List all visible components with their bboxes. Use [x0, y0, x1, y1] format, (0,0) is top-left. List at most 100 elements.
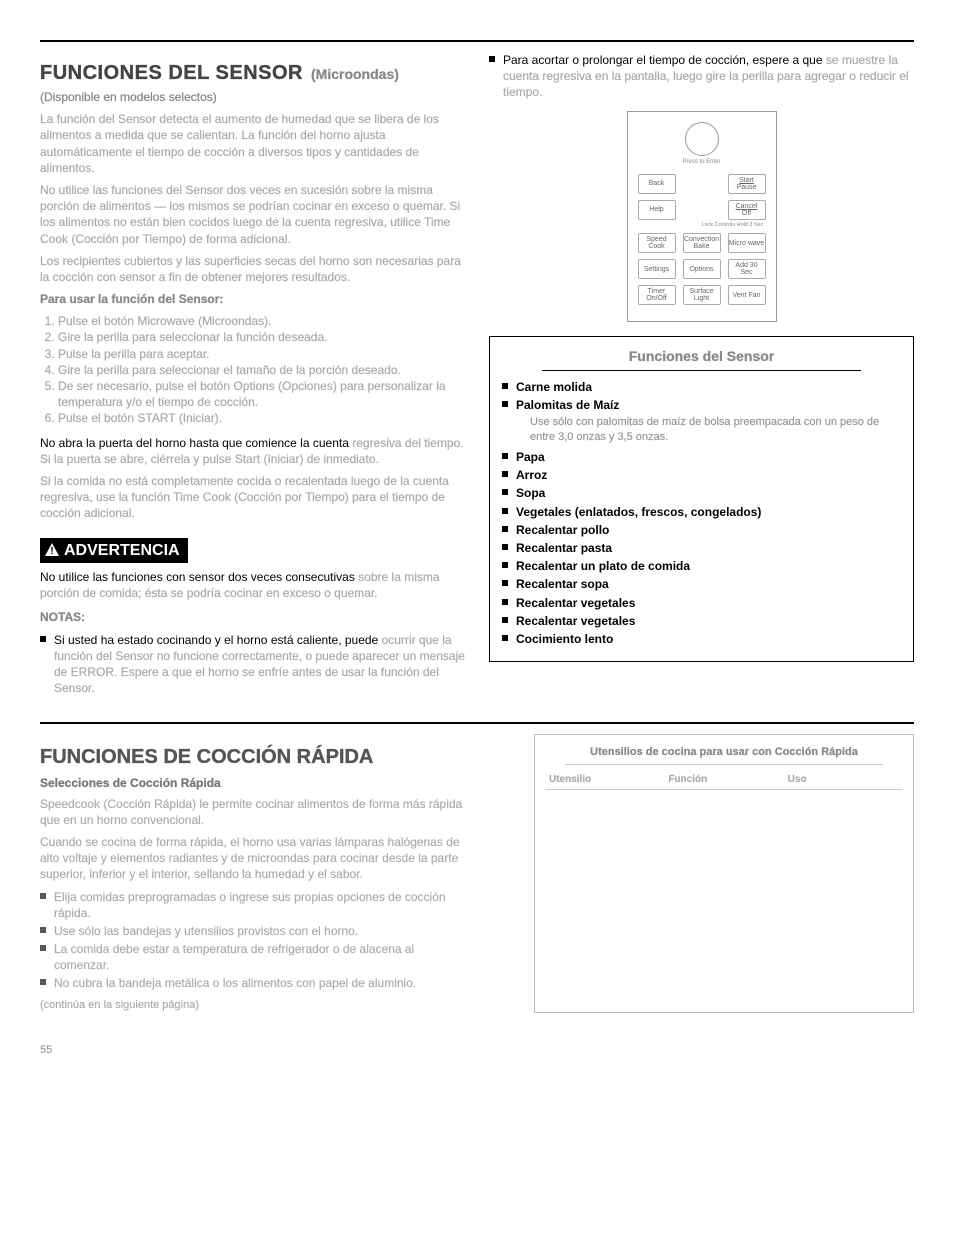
spacer — [683, 200, 721, 220]
sensor-item: Recalentar sopa — [502, 576, 901, 592]
cancel-off-button[interactable]: CancelOff — [728, 200, 766, 220]
notes-title: NOTAS: — [40, 609, 465, 625]
step: Gire la perilla para seleccionar la func… — [58, 329, 465, 345]
td — [784, 790, 903, 808]
sensor-item: Arroz — [502, 467, 901, 483]
control-panel: Press to Enter Back StartPause Help Canc… — [627, 111, 777, 323]
sensor-item: Cocimiento lento — [502, 631, 901, 647]
popcorn-note: Use sólo con palomitas de maíz de bolsa … — [530, 415, 901, 445]
page-number: 55 — [40, 1043, 914, 1058]
dial-wrap: Press to Enter — [638, 122, 766, 166]
panel-row-1: Back StartPause — [638, 174, 766, 194]
sc-p2: Cuando se cocina de forma rápida, el hor… — [40, 834, 465, 883]
right-bullet: Para acortar o prolongar el tiempo de co… — [489, 52, 914, 101]
section-sensor: FUNCIONES DEL SENSOR (Microondas) (Dispo… — [40, 52, 914, 698]
p4: No abra la puerta del horno hasta que co… — [40, 435, 465, 467]
sec2-title: FUNCIONES DE COCCIÓN RÁPIDA — [40, 744, 465, 771]
note-item: Si usted ha estado cocinando y el horno … — [40, 632, 465, 697]
help-button[interactable]: Help — [638, 200, 676, 220]
step: Gire la perilla para seleccionar el tama… — [58, 362, 465, 378]
section-speedcook: FUNCIONES DE COCCIÓN RÁPIDA Selecciones … — [40, 734, 914, 1012]
p4-lead: No abra la puerta del horno hasta que co… — [40, 436, 349, 450]
control-panel-wrap: Press to Enter Back StartPause Help Canc… — [489, 111, 914, 323]
step: Pulse la perilla para aceptar. — [58, 346, 465, 362]
notes-list: Si usted ha estado cocinando y el horno … — [40, 632, 465, 697]
rb-lead: Para acortar o prolongar el tiempo de co… — [503, 53, 823, 67]
spacer — [683, 174, 721, 194]
options-button[interactable]: Options — [683, 259, 721, 279]
speedcook-right: Utensilios de cocina para usar con Cocci… — [489, 734, 914, 1012]
warn-lead: No utilice las funciones con sensor dos … — [40, 570, 355, 584]
steps-list: Pulse el botón Microwave (Microondas). G… — [40, 313, 465, 426]
sensor-p3: Los recipientes cubiertos y las superfic… — [40, 253, 465, 285]
td — [545, 790, 664, 808]
speedcook-left: FUNCIONES DE COCCIÓN RÁPIDA Selecciones … — [40, 734, 465, 1012]
start-pause-button[interactable]: StartPause — [728, 174, 766, 194]
th-use: Uso — [784, 771, 903, 790]
steps-title: Para usar la función del Sensor: — [40, 291, 465, 307]
surfacelight-button[interactable]: Surface Light — [683, 285, 721, 305]
warning-text: No utilice las funciones con sensor dos … — [40, 569, 465, 601]
sc-bullet: La comida debe estar a temperatura de re… — [40, 941, 465, 973]
td — [545, 807, 664, 825]
sensor-item: Recalentar pasta — [502, 540, 901, 556]
panel-row-3: Speed Cook Convection Bake Micro wave — [638, 233, 766, 253]
panel-row-4: Settings Options Add 30 Sec — [638, 259, 766, 279]
continued-note: (continúa en la siguiente página) — [40, 998, 465, 1013]
sensor-item: Carne molida — [502, 379, 901, 395]
sensor-item: Vegetales (enlatados, frescos, congelado… — [502, 504, 901, 520]
avail-note: (Disponible en modelos selectos) — [40, 89, 465, 105]
speedcook-button[interactable]: Speed Cook — [638, 233, 676, 253]
sensor-p1: La función del Sensor detecta el aumento… — [40, 111, 465, 176]
sensor-item: Recalentar vegetales — [502, 595, 901, 611]
sensor-item: Recalentar un plato de comida — [502, 558, 901, 574]
sensor-item: Recalentar pollo — [502, 522, 901, 538]
td — [664, 790, 783, 808]
cookware-title: Utensilios de cocina para usar con Cocci… — [545, 745, 903, 760]
convbake-button[interactable]: Convection Bake — [683, 233, 721, 253]
step: Pulse el botón START (Iniciar). — [58, 410, 465, 426]
lock-label: Lock Controls Hold 3 Sec — [638, 222, 766, 229]
timer-button[interactable]: Timer On/Off — [638, 285, 676, 305]
microwave-button[interactable]: Micro wave — [728, 233, 766, 253]
sec2-heading: Selecciones de Cocción Rápida — [40, 775, 465, 791]
sc-bullet: Use sólo las bandejas y utensilios provi… — [40, 923, 465, 939]
cookware-table: Utensilio Función Uso — [545, 771, 903, 825]
sensor-p2: No utilice las funciones del Sensor dos … — [40, 182, 465, 247]
add30-button[interactable]: Add 30 Sec — [728, 259, 766, 279]
sc-bullet: Elija comidas preprogramadas o ingrese s… — [40, 889, 465, 921]
svg-text:!: ! — [50, 546, 53, 557]
sc-p1: Speedcook (Cocción Rápida) le permite co… — [40, 796, 465, 828]
left-column: FUNCIONES DEL SENSOR (Microondas) (Dispo… — [40, 52, 465, 698]
sensor-item: Recalentar vegetales — [502, 613, 901, 629]
right-top-bullets: Para acortar o prolongar el tiempo de co… — [489, 52, 914, 101]
sensor-item: Sopa — [502, 485, 901, 501]
step: Pulse el botón Microwave (Microondas). — [58, 313, 465, 329]
sensor-box-title: Funciones del Sensor — [502, 347, 901, 366]
panel-row-2: Help CancelOff — [638, 200, 766, 220]
warning-label: ADVERTENCIA — [64, 540, 180, 562]
sensor-items: Carne molida Palomitas de Maíz Use sólo … — [502, 379, 901, 647]
ventfan-button[interactable]: Vent Fan — [728, 285, 766, 305]
step: De ser necesario, pulse el botón Options… — [58, 378, 465, 410]
sensor-box: Funciones del Sensor Carne molida Palomi… — [489, 336, 914, 662]
th-function: Función — [664, 771, 783, 790]
cookware-box: Utensilios de cocina para usar con Cocci… — [534, 734, 914, 1012]
td — [664, 807, 783, 825]
panel-row-5: Timer On/Off Surface Light Vent Fan — [638, 285, 766, 305]
mid-rule — [40, 722, 914, 724]
warning-banner: ! ADVERTENCIA — [40, 538, 188, 564]
sc-bullet: No cubra la bandeja metálica o los alime… — [40, 975, 465, 991]
section-title: FUNCIONES DEL SENSOR — [40, 60, 303, 87]
dial-label: Press to Enter — [682, 158, 720, 166]
sensor-item: Papa — [502, 449, 901, 465]
section-subtitle: (Microondas) — [311, 65, 399, 84]
sensor-box-rule — [542, 370, 861, 371]
top-rule — [40, 40, 914, 42]
dial[interactable] — [685, 122, 719, 156]
warning-icon: ! — [44, 542, 60, 558]
back-button[interactable]: Back — [638, 174, 676, 194]
right-column: Para acortar o prolongar el tiempo de co… — [489, 52, 914, 698]
settings-button[interactable]: Settings — [638, 259, 676, 279]
note1-lead: Si usted ha estado cocinando y el horno … — [54, 633, 378, 647]
